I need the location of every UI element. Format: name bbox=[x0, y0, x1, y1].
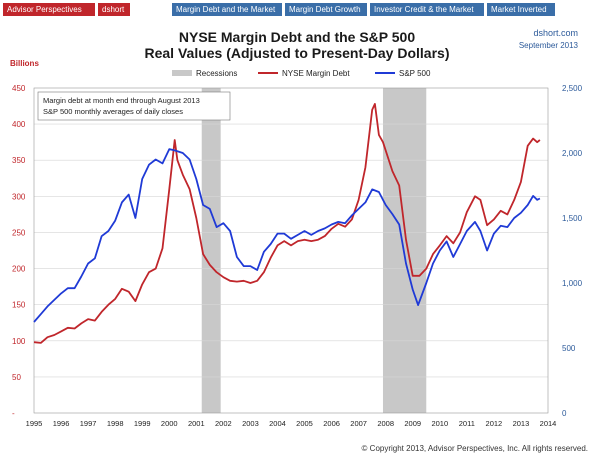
date-label: September 2013 bbox=[519, 41, 579, 50]
x-tick-2008: 2008 bbox=[377, 419, 394, 428]
x-tick-2013: 2013 bbox=[513, 419, 530, 428]
annotation-line-1: Margin debt at month end through August … bbox=[43, 96, 200, 105]
right-tick-0: 0 bbox=[562, 409, 567, 418]
left-tick-250: 250 bbox=[12, 228, 26, 237]
source-label: dshort.com bbox=[533, 28, 578, 38]
series-margin-debt-line bbox=[33, 103, 541, 344]
x-tick-2011: 2011 bbox=[459, 419, 475, 428]
nav-margin-debt-market[interactable]: Margin Debt and the Market bbox=[172, 3, 282, 16]
legend-sp-label: S&P 500 bbox=[399, 69, 431, 78]
x-tick-2014: 2014 bbox=[540, 419, 557, 428]
gridlines bbox=[34, 123, 548, 378]
x-tick-2003: 2003 bbox=[242, 419, 259, 428]
series-sp500-line bbox=[33, 148, 541, 323]
left-tick-350: 350 bbox=[12, 156, 26, 165]
plot-border bbox=[33, 87, 549, 414]
annotation-box: Margin debt at month end through August … bbox=[37, 91, 231, 121]
left-tick-450: 450 bbox=[12, 84, 26, 93]
copyright-footer: © Copyright 2013, Advisor Perspectives, … bbox=[362, 444, 588, 453]
x-tick-2006: 2006 bbox=[323, 419, 340, 428]
x-tick-2007: 2007 bbox=[350, 419, 367, 428]
x-tick-2005: 2005 bbox=[296, 419, 313, 428]
left-tick-100: 100 bbox=[12, 337, 26, 346]
legend-margin-label: NYSE Margin Debt bbox=[282, 69, 350, 78]
x-tick-1997: 1997 bbox=[80, 419, 97, 428]
x-tick-2009: 2009 bbox=[404, 419, 421, 428]
right-axis-ticks: 0 500 1,000 1,500 2,000 2,500 bbox=[562, 84, 583, 418]
chart-title-line1: NYSE Margin Debt and the S&P 500 bbox=[179, 29, 415, 45]
advisor-perspectives-tag[interactable]: Advisor Perspectives bbox=[3, 3, 95, 16]
left-tick-0: - bbox=[12, 409, 15, 418]
nav-margin-debt-growth[interactable]: Margin Debt Growth bbox=[285, 3, 367, 16]
x-tick-2004: 2004 bbox=[269, 419, 286, 428]
right-tick-1000: 1,000 bbox=[562, 279, 583, 288]
x-tick-2000: 2000 bbox=[161, 419, 178, 428]
legend-recessions-label: Recessions bbox=[196, 69, 237, 78]
left-tick-400: 400 bbox=[12, 120, 26, 129]
right-tick-2500: 2,500 bbox=[562, 84, 583, 93]
x-tick-1999: 1999 bbox=[134, 419, 151, 428]
annotation-background bbox=[37, 91, 231, 121]
left-axis-title: Billions bbox=[10, 59, 39, 68]
x-axis-ticks: 1995 1996 1997 1998 1999 2000 2001 2002 2003 2004… bbox=[26, 419, 557, 428]
left-axis-ticks: - 50 100 150 200 250 300 350 400 450 bbox=[12, 84, 26, 418]
right-tick-1500: 1,500 bbox=[562, 214, 583, 223]
left-tick-150: 150 bbox=[12, 301, 26, 310]
x-tick-1996: 1996 bbox=[53, 419, 70, 428]
x-tick-2002: 2002 bbox=[215, 419, 232, 428]
right-tick-2000: 2,000 bbox=[562, 149, 583, 158]
nav-market-inverted[interactable]: Market Inverted bbox=[487, 3, 555, 16]
left-tick-300: 300 bbox=[12, 192, 26, 201]
legend: Recessions NYSE Margin Debt S&P 500 bbox=[172, 69, 431, 78]
x-tick-2001: 2001 bbox=[188, 419, 205, 428]
nav-investor-credit[interactable]: Investor Credit & the Market bbox=[370, 3, 484, 16]
x-tick-2010: 2010 bbox=[431, 419, 448, 428]
left-tick-200: 200 bbox=[12, 265, 26, 274]
right-tick-500: 500 bbox=[562, 344, 576, 353]
x-tick-1995: 1995 bbox=[26, 419, 43, 428]
x-tick-1998: 1998 bbox=[107, 419, 124, 428]
dshort-tag[interactable]: dshort bbox=[98, 3, 130, 16]
chart-title-line2: Real Values (Adjusted to Present-Day Dol… bbox=[145, 45, 450, 61]
recession-band-1 bbox=[201, 88, 221, 413]
top-nav-bar: Advisor Perspectives dshort Margin Debt … bbox=[0, 0, 595, 18]
x-tick-2012: 2012 bbox=[486, 419, 503, 428]
annotation-line-2: S&P 500 monthly averages of daily closes bbox=[43, 107, 183, 116]
left-tick-50: 50 bbox=[12, 373, 21, 382]
legend-recession-swatch bbox=[172, 70, 192, 76]
